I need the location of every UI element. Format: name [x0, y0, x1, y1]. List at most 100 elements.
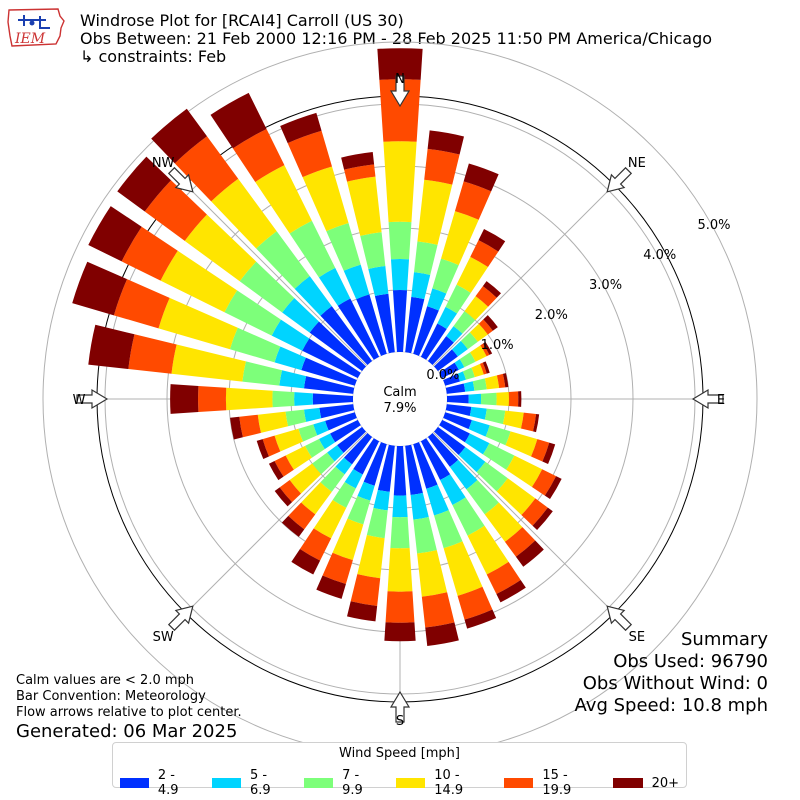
bar-segment: [467, 525, 509, 575]
bar-segment: [482, 361, 490, 374]
avg-speed: Avg Speed: 10.8 mph: [574, 695, 768, 716]
bar-segment: [515, 540, 544, 567]
bar-segment: [425, 622, 459, 646]
bar-segment: [330, 419, 361, 443]
bar-segment: [158, 297, 238, 350]
bar-segment: [255, 165, 312, 234]
bar-segment: [88, 324, 135, 370]
flow-arrow-icon: [691, 388, 724, 410]
bar-segment: [379, 79, 421, 142]
bar-segment: [353, 438, 380, 475]
bar-segment: [332, 518, 364, 561]
bar-segment: [439, 419, 470, 443]
bar-segment: [410, 492, 429, 520]
bar-segment: [479, 362, 487, 375]
flow-arrow-icon: [167, 166, 194, 193]
calm-disc: [353, 352, 447, 446]
bar-segment: [184, 214, 257, 282]
legend: Wind Speed [mph] 2 - 4.9 5 - 6.9 7 - 9.9 10…: [112, 742, 687, 798]
windrose-bars: [72, 48, 562, 646]
bar-segment: [505, 431, 538, 457]
bar-segment: [393, 445, 407, 496]
generated-date: Generated: 06 Mar 2025: [16, 721, 238, 742]
bar-segment: [343, 264, 370, 300]
bar-segment: [271, 319, 310, 351]
bar-segment: [457, 371, 466, 382]
radial-tick-label: 5.0%: [697, 218, 730, 233]
bar-segment: [426, 484, 449, 516]
chart-labels: N NE E SE S SW W NW 0.0% 1.0% 2.0% 3.0% 4.0% 5.0%: [73, 72, 731, 729]
bar-segment: [471, 363, 484, 378]
legend-label: 2 - 4.9: [157, 768, 179, 798]
bar-segment: [454, 359, 465, 370]
bar-segment: [288, 502, 316, 530]
iowa-state-outline-icon: [7, 8, 65, 47]
bar-segment: [464, 296, 489, 321]
legend-swatch: [396, 778, 426, 788]
bar-segment: [417, 179, 453, 245]
bar-segment: [312, 393, 354, 405]
bar-segment: [451, 340, 468, 357]
bar-segment: [456, 256, 488, 293]
legend-item: 20+: [612, 768, 679, 798]
footer-notes: Calm values are < 2.0 mph Bar Convention…: [16, 673, 242, 743]
bar-segment: [427, 432, 459, 467]
bar-segment: [232, 128, 285, 182]
bar-segment: [350, 574, 381, 606]
bar-segment: [413, 442, 438, 489]
bar-segment: [279, 370, 307, 389]
bar-segment: [390, 517, 410, 549]
bar-segment: [432, 258, 459, 294]
bar-segment: [387, 547, 413, 592]
bar-segment: [347, 601, 378, 622]
bar-segment: [312, 452, 335, 475]
compass-label: S: [396, 714, 404, 729]
legend-swatch: [304, 778, 334, 788]
bar-segment: [445, 404, 472, 417]
bar-segment: [356, 294, 387, 356]
compass-label: SE: [629, 630, 645, 645]
bar-segment: [542, 442, 556, 464]
bar-segment: [316, 575, 346, 599]
bar-segment: [325, 412, 357, 431]
bar-segment: [224, 290, 281, 336]
legend-item: 10 - 14.9: [396, 768, 490, 798]
bar-segment: [313, 420, 329, 436]
bar-segment: [531, 469, 557, 496]
compass-label: NW: [152, 156, 175, 171]
bar-segment: [326, 222, 361, 271]
bar-segment: [357, 535, 385, 579]
constraints: ↳ constraints: Feb: [80, 47, 227, 66]
bar-segment: [457, 586, 493, 620]
bar-segment: [280, 112, 322, 144]
bar-segment: [445, 284, 471, 314]
radial-tick-label: 0.0%: [426, 368, 459, 383]
bar-segment: [482, 281, 502, 298]
compass-label: W: [73, 393, 86, 408]
bar-segment: [482, 341, 493, 355]
bar-segment: [128, 334, 177, 374]
bar-segment: [496, 391, 509, 407]
bar-segment: [257, 411, 289, 433]
bar-segment: [476, 461, 508, 492]
bar-segment: [484, 408, 506, 425]
bar-segment: [518, 391, 522, 407]
legend-item: 7 - 9.9: [304, 768, 382, 798]
bar-segment: [392, 290, 408, 353]
grid-spoke: [185, 184, 368, 367]
bar-segment: [256, 439, 269, 460]
bar-segment: [256, 231, 310, 289]
bar-segment: [344, 164, 376, 182]
compass-label: N: [395, 72, 405, 87]
bar-segment: [392, 495, 408, 518]
compass-label: SW: [153, 630, 174, 645]
legend-label: 15 - 19.9: [542, 768, 572, 798]
radial-tick-label: 3.0%: [589, 278, 622, 293]
legend-swatch: [120, 778, 149, 788]
bar-segment: [289, 463, 322, 494]
bar-segment: [486, 561, 521, 594]
bar-convention: Bar Convention: Meteorology: [16, 689, 206, 704]
radial-tick-label: 2.0%: [535, 308, 568, 323]
legend-swatch: [504, 778, 534, 788]
